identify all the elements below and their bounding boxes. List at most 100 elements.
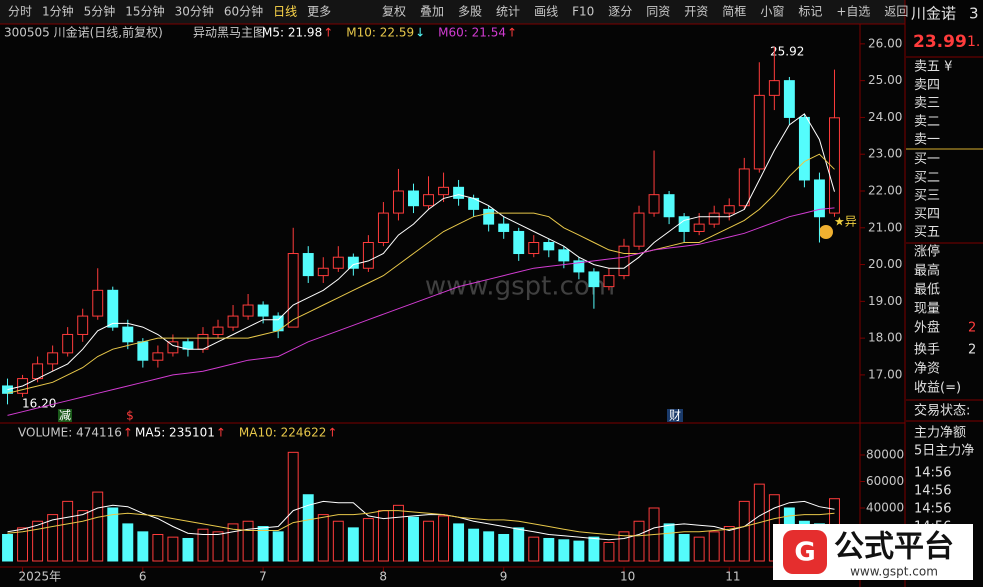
stat-label: 外盘 xyxy=(914,320,940,336)
logo-icon xyxy=(783,530,827,574)
volume-bar xyxy=(47,514,59,562)
annotation: 16.20 xyxy=(22,397,56,411)
candle-body xyxy=(137,341,149,361)
y-tick-label: 22.00 xyxy=(868,183,902,197)
volume-bar xyxy=(633,520,645,562)
candle-body xyxy=(738,168,750,207)
y-tick-label: 21.00 xyxy=(868,220,902,234)
candle-body xyxy=(723,205,735,214)
candle-body xyxy=(47,352,59,365)
y-tick-label: 60000 xyxy=(866,474,904,488)
tool-button[interactable]: 标记 xyxy=(798,5,822,19)
volume-bar xyxy=(723,526,735,562)
volume-bar xyxy=(152,533,164,562)
candle-body xyxy=(513,230,525,255)
tab[interactable]: 5分钟 xyxy=(84,4,116,19)
tool-button[interactable]: +自选 xyxy=(836,5,870,19)
tool-button[interactable]: 返回 xyxy=(884,5,908,19)
candle-body xyxy=(122,326,134,343)
tool-button[interactable]: 逐分 xyxy=(608,5,632,19)
volume-bar xyxy=(588,536,600,562)
legend-entry: M5: 21.98 xyxy=(262,26,322,40)
tool-button[interactable]: 画线 xyxy=(534,5,558,19)
candle-body xyxy=(543,241,555,251)
candle-body xyxy=(829,117,840,214)
tab[interactable]: 60分钟 xyxy=(224,4,263,19)
volume-bar xyxy=(678,533,690,562)
tool-button[interactable]: 小窗 xyxy=(760,5,784,19)
volume-bar xyxy=(317,514,329,562)
tool-button[interactable]: 简框 xyxy=(722,5,746,19)
candle-body xyxy=(528,241,540,255)
volume-bar xyxy=(287,451,299,562)
volume-bar xyxy=(347,527,359,562)
tab[interactable]: 分时 xyxy=(8,5,32,19)
indicator-name: 异动黑马主图 xyxy=(193,26,265,40)
tool-button[interactable]: 叠加 xyxy=(420,5,444,19)
tool-button[interactable]: 同资 xyxy=(646,5,670,19)
trade-time: 14:56 xyxy=(914,484,951,499)
tool-button[interactable]: 复权 xyxy=(382,5,406,19)
volume-bar xyxy=(483,531,495,562)
volume-bar xyxy=(107,507,119,562)
y-tick-label: 26.00 xyxy=(868,36,902,50)
status-label: 交易状态: xyxy=(914,403,970,419)
tool-button[interactable]: 开资 xyxy=(684,5,708,19)
volume-bar xyxy=(2,533,13,562)
volume-bar xyxy=(468,528,480,562)
logo-glyph: G xyxy=(794,538,815,568)
tool-button[interactable]: 统计 xyxy=(496,5,520,19)
candle-body xyxy=(92,289,104,317)
ma-line xyxy=(7,207,835,416)
candle-body xyxy=(302,253,314,277)
tab[interactable]: 日线 xyxy=(273,5,297,19)
candle-body xyxy=(423,194,434,207)
tool-button[interactable]: 多股 xyxy=(458,5,482,19)
candle-body xyxy=(332,256,344,269)
candle-body xyxy=(287,253,299,328)
tab[interactable]: 15分钟 xyxy=(125,4,164,19)
ma-line xyxy=(7,510,835,537)
flow-label: 5日主力净 xyxy=(914,444,974,459)
candle-body xyxy=(813,179,825,218)
volume-bar xyxy=(92,491,104,562)
legend-arrow: ↑ xyxy=(123,426,133,440)
candle-body xyxy=(618,245,630,277)
y-tick-label: 24.00 xyxy=(868,110,902,124)
x-tick-label: 7 xyxy=(259,570,267,584)
price: 23.99 xyxy=(913,32,967,52)
volume-bar xyxy=(528,536,540,562)
tab[interactable]: 1分钟 xyxy=(42,4,74,19)
marker: 减 xyxy=(59,409,71,423)
logo-url: www.gspt.com xyxy=(850,565,938,579)
tool-button[interactable]: F10 xyxy=(572,5,594,19)
order-level: 卖一 xyxy=(914,133,940,148)
order-level: 买一 xyxy=(914,152,940,167)
candle-body xyxy=(693,223,705,232)
tab[interactable]: 更多 xyxy=(307,5,331,19)
candle-body xyxy=(77,315,89,335)
volume-bar xyxy=(408,516,419,562)
tab[interactable]: 30分钟 xyxy=(175,4,214,19)
volume-bar xyxy=(32,520,44,562)
candle-body xyxy=(708,212,720,225)
candle-body xyxy=(347,256,359,269)
volume-bar xyxy=(693,536,705,562)
candle-body xyxy=(242,304,254,317)
y-tick-label: 25.00 xyxy=(868,73,902,87)
candle-body xyxy=(167,341,179,354)
candle-body xyxy=(362,241,374,269)
y-tick-label: 20.00 xyxy=(868,257,902,271)
y-tick-label: 19.00 xyxy=(868,294,902,308)
volume-bar xyxy=(332,520,344,562)
candle-body xyxy=(798,116,810,181)
volume-bar xyxy=(498,533,510,562)
volume-bar xyxy=(438,515,450,562)
candle-body xyxy=(453,186,465,199)
x-tick-label: 8 xyxy=(379,570,387,584)
volume-bar xyxy=(77,510,89,562)
candle-body xyxy=(227,315,239,328)
